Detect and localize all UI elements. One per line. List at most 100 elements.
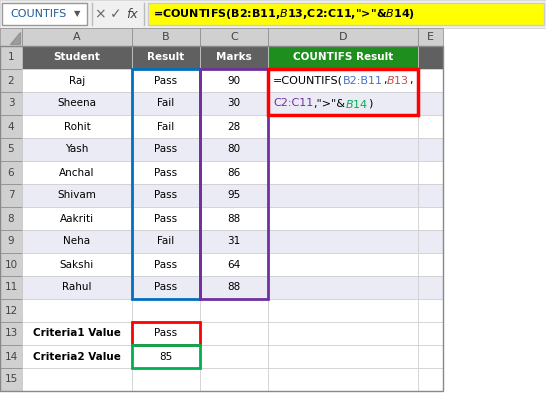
Text: Anchal: Anchal xyxy=(60,168,95,177)
Text: E: E xyxy=(427,32,434,42)
Bar xyxy=(200,230,268,253)
Text: ): ) xyxy=(369,98,373,109)
Bar xyxy=(268,138,418,161)
Text: Student: Student xyxy=(54,53,100,62)
Bar xyxy=(418,46,443,69)
Text: 15: 15 xyxy=(4,375,17,384)
Bar xyxy=(0,46,443,391)
Text: A: A xyxy=(73,32,81,42)
Text: =COUNTIFS(B2:B11,$B$13,C2:C11,">"&$B$14): =COUNTIFS(B2:B11,$B$13,C2:C11,">"&$B$14) xyxy=(153,7,415,21)
Bar xyxy=(200,161,268,184)
Bar xyxy=(22,184,132,207)
Bar xyxy=(200,138,268,161)
Bar xyxy=(268,322,418,345)
Text: Pass: Pass xyxy=(155,191,177,200)
Text: ,">"&: ,">"& xyxy=(313,98,345,109)
Bar xyxy=(268,161,418,184)
Text: Shivam: Shivam xyxy=(57,191,97,200)
Text: Rahul: Rahul xyxy=(62,282,92,293)
Bar xyxy=(200,115,268,138)
Bar xyxy=(0,184,22,207)
Text: Criteria1 Value: Criteria1 Value xyxy=(33,328,121,339)
Text: ×: × xyxy=(94,7,106,21)
Text: Pass: Pass xyxy=(155,259,177,270)
Text: $B$13: $B$13 xyxy=(387,75,410,86)
Bar xyxy=(132,322,200,345)
Bar xyxy=(268,69,418,115)
Bar xyxy=(268,46,418,69)
Bar xyxy=(0,207,22,230)
Bar xyxy=(268,368,418,391)
Bar xyxy=(132,368,200,391)
Bar xyxy=(268,253,418,276)
Bar xyxy=(200,299,268,322)
Text: ,: , xyxy=(410,75,413,86)
Bar xyxy=(132,184,200,207)
Bar xyxy=(418,69,443,92)
Text: 88: 88 xyxy=(227,282,241,293)
Bar xyxy=(22,92,132,115)
Text: COUNTIFS: COUNTIFS xyxy=(10,9,66,19)
Text: Result: Result xyxy=(147,53,185,62)
Bar xyxy=(200,345,268,368)
Bar xyxy=(268,92,418,115)
Bar xyxy=(0,161,22,184)
Bar xyxy=(22,161,132,184)
Bar xyxy=(268,276,418,299)
Text: 10: 10 xyxy=(4,259,17,270)
Bar xyxy=(132,138,200,161)
Bar xyxy=(268,230,418,253)
Text: =COUNTIFS(: =COUNTIFS( xyxy=(273,75,343,86)
Text: C2:C11: C2:C11 xyxy=(273,98,313,109)
Bar xyxy=(132,161,200,184)
Text: C: C xyxy=(230,32,238,42)
Text: Fail: Fail xyxy=(157,98,175,109)
Text: 86: 86 xyxy=(227,168,241,177)
Bar xyxy=(418,115,443,138)
Bar xyxy=(22,46,132,69)
Bar xyxy=(132,207,200,230)
Bar xyxy=(0,299,22,322)
Text: 14: 14 xyxy=(4,352,17,361)
Text: 3: 3 xyxy=(8,98,14,109)
Bar xyxy=(418,299,443,322)
Bar xyxy=(0,138,22,161)
Bar xyxy=(268,184,418,207)
Text: Sakshi: Sakshi xyxy=(60,259,94,270)
Bar xyxy=(418,345,443,368)
Text: Pass: Pass xyxy=(155,144,177,155)
Bar xyxy=(0,0,546,28)
Text: Pass: Pass xyxy=(155,168,177,177)
Bar xyxy=(0,69,22,92)
Polygon shape xyxy=(10,32,20,44)
Bar xyxy=(0,115,22,138)
Bar xyxy=(2,3,87,25)
Bar xyxy=(132,115,200,138)
Bar xyxy=(22,276,132,299)
Text: Aakriti: Aakriti xyxy=(60,213,94,224)
Bar xyxy=(200,322,268,345)
Text: 80: 80 xyxy=(228,144,241,155)
Bar xyxy=(418,28,443,46)
Bar xyxy=(200,69,268,299)
Text: D: D xyxy=(339,32,347,42)
Bar xyxy=(132,299,200,322)
Bar xyxy=(22,28,132,46)
Bar xyxy=(200,207,268,230)
Text: ,: , xyxy=(383,75,387,86)
Text: Yash: Yash xyxy=(66,144,88,155)
Bar xyxy=(22,299,132,322)
Bar xyxy=(268,28,418,46)
Bar xyxy=(22,345,132,368)
Text: 7: 7 xyxy=(8,191,14,200)
Text: Fail: Fail xyxy=(157,237,175,246)
Text: fx: fx xyxy=(126,7,138,20)
Text: B2:B11: B2:B11 xyxy=(343,75,383,86)
Text: 85: 85 xyxy=(159,352,173,361)
Bar xyxy=(0,276,22,299)
Text: 64: 64 xyxy=(227,259,241,270)
Bar xyxy=(418,230,443,253)
Text: Marks: Marks xyxy=(216,53,252,62)
Bar xyxy=(418,368,443,391)
Bar xyxy=(200,69,268,92)
